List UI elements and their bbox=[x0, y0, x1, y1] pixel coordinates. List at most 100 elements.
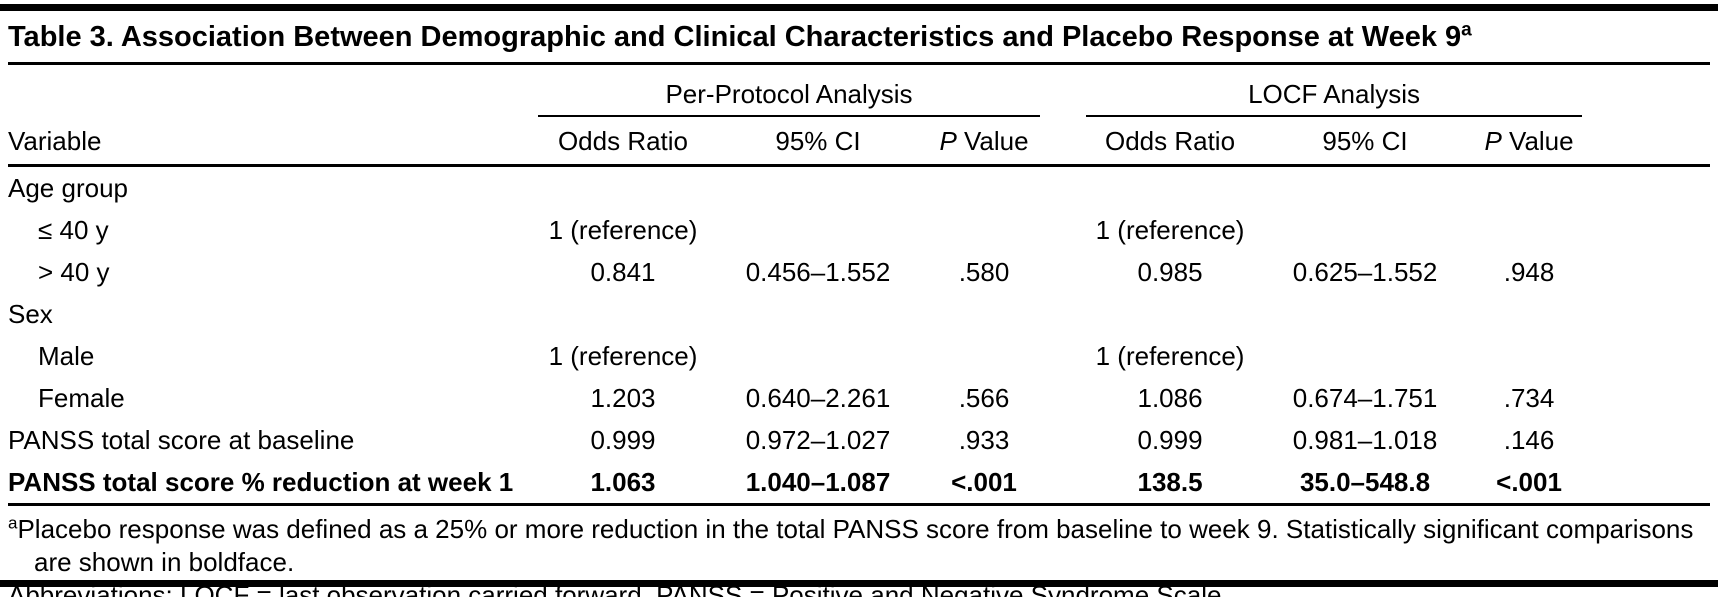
cell: .734 bbox=[1503, 383, 1555, 413]
col-header-ci-pp: 95% CI bbox=[708, 116, 928, 167]
bottom-rule bbox=[0, 580, 1718, 587]
row-label: Female bbox=[38, 383, 125, 413]
table-title-superscript: a bbox=[1461, 19, 1472, 41]
cell bbox=[1086, 293, 1254, 335]
row-pad bbox=[1582, 419, 1710, 461]
col-header-odds-ratio-pp: Odds Ratio bbox=[538, 116, 708, 167]
row-label: > 40 y bbox=[38, 257, 110, 287]
cell: 0.999 bbox=[1137, 425, 1203, 455]
table-row-panss-baseline: PANSS total score at baseline 0.999 0.97… bbox=[8, 419, 1710, 461]
cell: .948 bbox=[1503, 257, 1555, 287]
cell: 1 (reference) bbox=[1095, 341, 1245, 371]
col-header-variable: Variable bbox=[8, 116, 538, 167]
table-row-age-le40: ≤ 40 y 1 (reference) 1 (reference) bbox=[8, 209, 1710, 251]
cell: 0.456–1.552 bbox=[745, 257, 891, 287]
cell bbox=[538, 166, 708, 210]
row-pad bbox=[1582, 166, 1710, 210]
cell: .580 bbox=[958, 257, 1010, 287]
row-label: PANSS total score at baseline bbox=[8, 425, 355, 455]
cell: .933 bbox=[958, 425, 1010, 455]
cell: .146 bbox=[1503, 425, 1555, 455]
cell: 1 (reference) bbox=[1095, 215, 1245, 245]
table-body: Age group ≤ 40 y 1 (reference) bbox=[8, 166, 1710, 504]
cell: 1 (reference) bbox=[548, 215, 698, 245]
cell: 1.040–1.087 bbox=[745, 467, 891, 497]
footnote-a: aPlacebo response was defined as a 25% o… bbox=[8, 513, 1710, 579]
table-content: Table 3. Association Between Demographic… bbox=[0, 19, 1718, 597]
group-header-spacer-left bbox=[8, 65, 538, 116]
cell bbox=[928, 166, 1040, 210]
footnotes: aPlacebo response was defined as a 25% o… bbox=[8, 513, 1710, 597]
top-rule bbox=[0, 4, 1718, 11]
cell bbox=[1476, 293, 1582, 335]
footnote-marker: a bbox=[8, 513, 18, 533]
cell bbox=[1476, 166, 1582, 210]
cell: 0.625–1.552 bbox=[1292, 257, 1438, 287]
cell: 0.981–1.018 bbox=[1292, 425, 1438, 455]
table-title: Table 3. Association Between Demographic… bbox=[8, 19, 1710, 55]
cell bbox=[708, 166, 928, 210]
column-header-row: Variable Odds Ratio 95% CI P Value Odds … bbox=[8, 116, 1711, 167]
group-header-gap bbox=[1040, 65, 1086, 116]
table-row-female: Female 1.203 0.640–2.261 .566 1.086 0.67… bbox=[8, 377, 1710, 419]
row-pad bbox=[1582, 377, 1710, 419]
cell: 35.0–548.8 bbox=[1299, 467, 1431, 497]
col-header-p-value-locf: P Value bbox=[1476, 116, 1583, 167]
column-gap bbox=[1040, 209, 1086, 251]
cell: 0.640–2.261 bbox=[745, 383, 891, 413]
table-row-age-gt40: > 40 y 0.841 0.456–1.552 .580 0.985 0.62… bbox=[8, 251, 1710, 293]
p-word: Value bbox=[1501, 126, 1574, 156]
cell bbox=[1476, 335, 1582, 377]
title-divider bbox=[8, 62, 1710, 65]
col-header-pad bbox=[1582, 116, 1711, 167]
cell bbox=[928, 209, 1040, 251]
col-header-p-value-pp: P Value bbox=[928, 116, 1041, 167]
cell: 0.999 bbox=[590, 425, 656, 455]
cell bbox=[928, 293, 1040, 335]
row-pad bbox=[1582, 293, 1710, 335]
cell bbox=[708, 209, 928, 251]
column-gap bbox=[1040, 377, 1086, 419]
table-row-male: Male 1 (reference) 1 (reference) bbox=[8, 335, 1710, 377]
cell bbox=[1476, 209, 1582, 251]
column-gap bbox=[1040, 419, 1086, 461]
col-header-ci-locf: 95% CI bbox=[1254, 116, 1477, 167]
cell: 1.203 bbox=[590, 383, 656, 413]
cell bbox=[1086, 166, 1254, 210]
cell bbox=[708, 293, 928, 335]
column-gap bbox=[1040, 166, 1086, 210]
results-table: Per-Protocol Analysis LOCF Analysis Vari… bbox=[8, 65, 1711, 504]
row-label: Sex bbox=[8, 299, 53, 329]
group-header-pad bbox=[1582, 65, 1710, 116]
row-pad bbox=[1582, 251, 1710, 293]
column-gap bbox=[1040, 251, 1086, 293]
cell bbox=[1254, 335, 1476, 377]
col-header-gap bbox=[1040, 116, 1087, 167]
column-gap bbox=[1040, 461, 1086, 503]
cell bbox=[1254, 293, 1476, 335]
row-pad bbox=[1582, 335, 1710, 377]
cell: <.001 bbox=[951, 467, 1017, 497]
cell: <.001 bbox=[1496, 467, 1562, 497]
cell bbox=[538, 293, 708, 335]
cell: .566 bbox=[958, 383, 1010, 413]
cell: 0.985 bbox=[1137, 257, 1203, 287]
column-gap bbox=[1040, 293, 1086, 335]
table-row-panss-reduction: PANSS total score % reduction at week 1 … bbox=[8, 461, 1710, 503]
footnote-a-text: Placebo response was defined as a 25% or… bbox=[17, 514, 1694, 577]
cell: 0.674–1.751 bbox=[1292, 383, 1438, 413]
p-letter: P bbox=[1484, 126, 1502, 156]
column-group-locf: LOCF Analysis bbox=[1086, 65, 1583, 117]
column-gap bbox=[1040, 335, 1086, 377]
cell: 1.086 bbox=[1137, 383, 1203, 413]
row-label: Age group bbox=[8, 173, 128, 203]
table-row-age-group: Age group bbox=[8, 166, 1710, 210]
p-letter: P bbox=[939, 126, 957, 156]
cell bbox=[928, 335, 1040, 377]
cell bbox=[1254, 166, 1476, 210]
row-pad bbox=[1582, 209, 1710, 251]
cell bbox=[708, 335, 928, 377]
cell: 138.5 bbox=[1137, 467, 1203, 497]
col-header-odds-ratio-locf: Odds Ratio bbox=[1086, 116, 1255, 167]
